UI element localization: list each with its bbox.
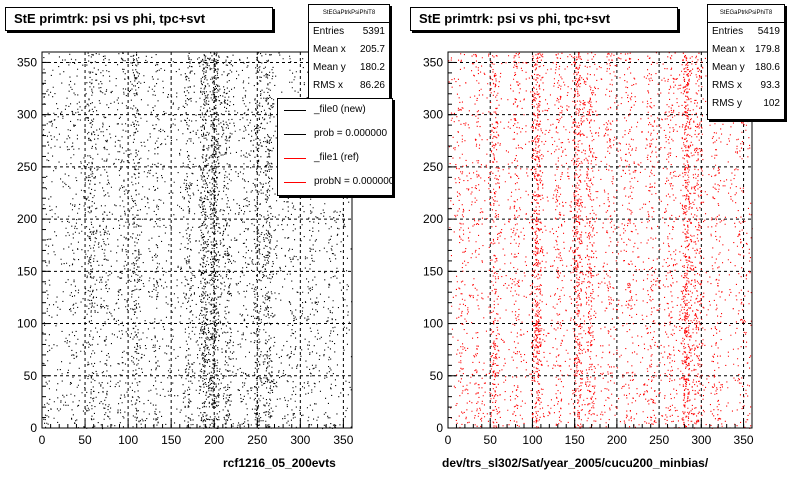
stats-value: 179.8	[754, 44, 780, 55]
legend-label: probN = 0.000000	[314, 176, 393, 187]
legend-box: _file0 (new) prob = 0.000000 _file1 (ref…	[277, 98, 393, 196]
x-tick-label: 50	[78, 433, 92, 447]
right-scatter-plot: 0 50 100 150 200 250 300 350 0 50 100 150 200 250 300 3…	[423, 51, 754, 447]
right-stats-row-mean-y: Mean y 180.6	[708, 59, 784, 77]
y-tick-label: 200	[17, 212, 37, 226]
right-stats-row-rms-y: RMS y 102	[708, 95, 784, 113]
stats-label: Entries	[712, 26, 744, 37]
x-tick-label: 250	[247, 433, 267, 447]
legend-item-file1: _file1 (ref)	[278, 147, 392, 171]
legend-label: _file1 (ref)	[314, 152, 360, 163]
y-tick-label: 250	[17, 160, 37, 174]
y-tick-label: 0	[436, 421, 443, 435]
y-tick-label: 300	[423, 108, 443, 122]
legend-item-file0: _file0 (new)	[278, 99, 392, 123]
stats-value: 180.2	[359, 62, 385, 73]
stats-label: RMS y	[712, 98, 742, 109]
left-plot-title-text: StE primtrk: psi vs phi, tpc+svt	[14, 11, 206, 26]
x-tick-label: 100	[118, 433, 138, 447]
stats-value: 5391	[362, 26, 385, 37]
stats-label: RMS x	[712, 80, 742, 91]
left-stats-box: StEGaPtrkPsiPhiT8 Entries 5391 Mean x 20…	[308, 4, 390, 112]
y-tick-label: 200	[423, 212, 443, 226]
legend-label: prob = 0.000000	[314, 128, 388, 139]
stats-value: 93.3	[760, 80, 780, 91]
stats-label: Mean y	[712, 62, 745, 73]
y-tick-label: 150	[423, 264, 443, 278]
x-tick-label: 300	[691, 433, 711, 447]
y-tick-label: 150	[17, 264, 37, 278]
left-stats-header: StEGaPtrkPsiPhiT8	[309, 5, 389, 23]
right-stats-row-rms-x: RMS x 93.3	[708, 77, 784, 95]
y-tick-label: 250	[423, 160, 443, 174]
right-stats-box: StEGaPtrkPsiPhiT8 Entries 5419 Mean x 17…	[707, 4, 785, 120]
right-stats-row-entries: Entries 5419	[708, 23, 784, 41]
x-tick-label: 100	[522, 433, 542, 447]
y-tick-label: 350	[17, 55, 37, 69]
y-tick-label: 300	[17, 108, 37, 122]
y-tick-label: 50	[430, 369, 444, 383]
x-tick-label: 200	[204, 433, 224, 447]
legend-line-icon	[284, 158, 306, 159]
stats-label: Mean x	[712, 44, 745, 55]
stats-value: 180.6	[754, 62, 780, 73]
x-tick-label: 200	[607, 433, 627, 447]
y-tick-label: 100	[423, 317, 443, 331]
left-stats-row-entries: Entries 5391	[309, 23, 389, 41]
y-tick-label: 350	[423, 55, 443, 69]
x-tick-label: 350	[734, 433, 754, 447]
right-plot-title-text: StE primtrk: psi vs phi, tpc+svt	[419, 11, 611, 26]
legend-item-probn: probN = 0.000000	[278, 171, 392, 195]
x-tick-label: 0	[39, 433, 46, 447]
x-tick-label: 150	[161, 433, 181, 447]
left-stats-row-mean-y: Mean y 180.2	[309, 59, 389, 77]
right-stats-row-mean-x: Mean x 179.8	[708, 41, 784, 59]
stats-value: 86.26	[359, 80, 385, 91]
y-tick-label: 100	[17, 317, 37, 331]
legend-line-icon	[284, 134, 306, 135]
left-stats-row-rms-x: RMS x 86.26	[309, 77, 389, 95]
stats-label: Entries	[313, 26, 345, 37]
stats-value: 205.7	[359, 44, 385, 55]
left-stats-row-mean-x: Mean x 205.7	[309, 41, 389, 59]
x-tick-label: 150	[565, 433, 585, 447]
x-tick-label: 300	[290, 433, 310, 447]
y-tick-label: 0	[30, 421, 37, 435]
stats-value: 102	[763, 98, 780, 109]
right-footer-label: dev/trs_sl302/Sat/year_2005/cucu200_minb…	[442, 456, 709, 470]
legend-label: _file0 (new)	[314, 104, 366, 115]
y-tick-label: 50	[24, 369, 38, 383]
legend-item-prob: prob = 0.000000	[278, 123, 392, 147]
legend-line-icon	[284, 110, 306, 111]
stats-label: Mean x	[313, 44, 346, 55]
x-tick-label: 0	[445, 433, 452, 447]
left-footer-label: rcf1216_05_200evts	[223, 456, 336, 470]
stats-label: Mean y	[313, 62, 346, 73]
scatter-points	[42, 52, 353, 430]
right-plot-title: StE primtrk: psi vs phi, tpc+svt	[410, 7, 678, 31]
right-stats-header: StEGaPtrkPsiPhiT8	[708, 5, 784, 23]
left-plot-title: StE primtrk: psi vs phi, tpc+svt	[5, 7, 273, 31]
legend-line-icon	[284, 182, 306, 183]
x-tick-label: 350	[333, 433, 353, 447]
x-tick-label: 50	[484, 433, 498, 447]
x-tick-label: 250	[649, 433, 669, 447]
stats-label: RMS x	[313, 80, 343, 91]
stats-value: 5419	[757, 26, 780, 37]
